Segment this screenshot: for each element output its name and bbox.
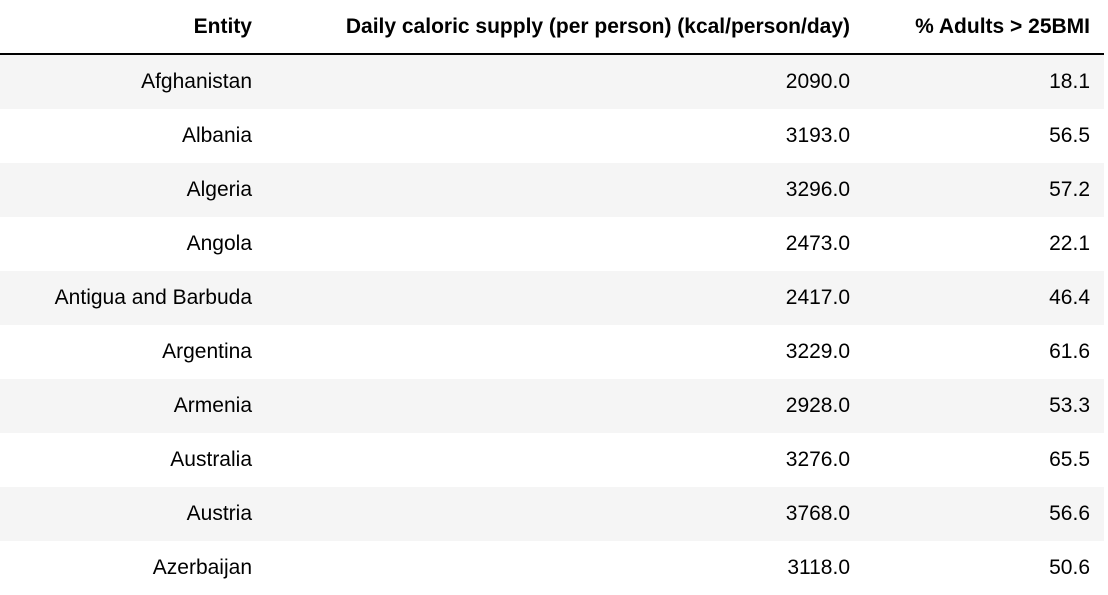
cell-bmi: 46.4 <box>1049 286 1090 309</box>
table-row: Albania 3193.0 56.5 <box>0 109 1104 163</box>
cell-calories: 3768.0 <box>785 502 850 525</box>
cell-calories: 2928.0 <box>785 394 850 417</box>
cell-entity: Azerbaijan <box>152 556 252 579</box>
cell-bmi: 56.5 <box>1049 124 1090 147</box>
table-body: Afghanistan 2090.0 18.1 Albania 3193.0 5… <box>0 54 1104 595</box>
table-row: Azerbaijan 3118.0 50.6 <box>0 541 1104 595</box>
cell-entity: Angola <box>186 232 252 255</box>
cell-calories: 3296.0 <box>785 178 850 201</box>
cell-entity: Argentina <box>162 340 252 363</box>
cell-calories: 3229.0 <box>785 340 850 363</box>
cell-entity: Armenia <box>173 394 252 417</box>
column-header-entity: Entity <box>0 0 264 55</box>
cell-entity: Afghanistan <box>141 70 252 93</box>
cell-entity: Albania <box>181 124 252 147</box>
cell-bmi: 53.3 <box>1049 394 1090 417</box>
cell-calories: 3193.0 <box>785 124 850 147</box>
cell-entity: Austria <box>186 502 252 525</box>
cell-calories: 2417.0 <box>785 286 850 309</box>
cell-bmi: 22.1 <box>1049 232 1090 255</box>
header-row: Entity Daily caloric supply (per person)… <box>0 0 1104 55</box>
cell-entity: Antigua and Barbuda <box>54 286 252 309</box>
cell-bmi: 57.2 <box>1049 178 1090 201</box>
cell-calories: 3118.0 <box>787 556 850 579</box>
table-row: Antigua and Barbuda 2417.0 46.4 <box>0 271 1104 325</box>
cell-bmi: 50.6 <box>1049 556 1090 579</box>
cell-bmi: 65.5 <box>1049 448 1090 471</box>
cell-entity: Algeria <box>186 178 252 201</box>
table-header: Entity Daily caloric supply (per person)… <box>0 0 1104 55</box>
cell-calories: 3276.0 <box>785 448 850 471</box>
cell-calories: 2473.0 <box>785 232 850 255</box>
cell-calories: 2090.0 <box>785 70 850 93</box>
cell-entity: Australia <box>170 448 252 471</box>
column-header-daily-caloric-supply: Daily caloric supply (per person) (kcal/… <box>264 0 862 55</box>
table-row: Austria 3768.0 56.6 <box>0 487 1104 541</box>
table-row: Armenia 2928.0 53.3 <box>0 379 1104 433</box>
cell-bmi: 61.6 <box>1049 340 1090 363</box>
cell-bmi: 18.1 <box>1049 70 1090 93</box>
cell-bmi: 56.6 <box>1049 502 1090 525</box>
column-header-adults-bmi: % Adults > 25BMI <box>862 0 1104 55</box>
table-row: Afghanistan 2090.0 18.1 <box>0 54 1104 109</box>
table-row: Australia 3276.0 65.5 <box>0 433 1104 487</box>
table-row: Angola 2473.0 22.1 <box>0 217 1104 271</box>
table-row: Argentina 3229.0 61.6 <box>0 325 1104 379</box>
table-row: Algeria 3296.0 57.2 <box>0 163 1104 217</box>
